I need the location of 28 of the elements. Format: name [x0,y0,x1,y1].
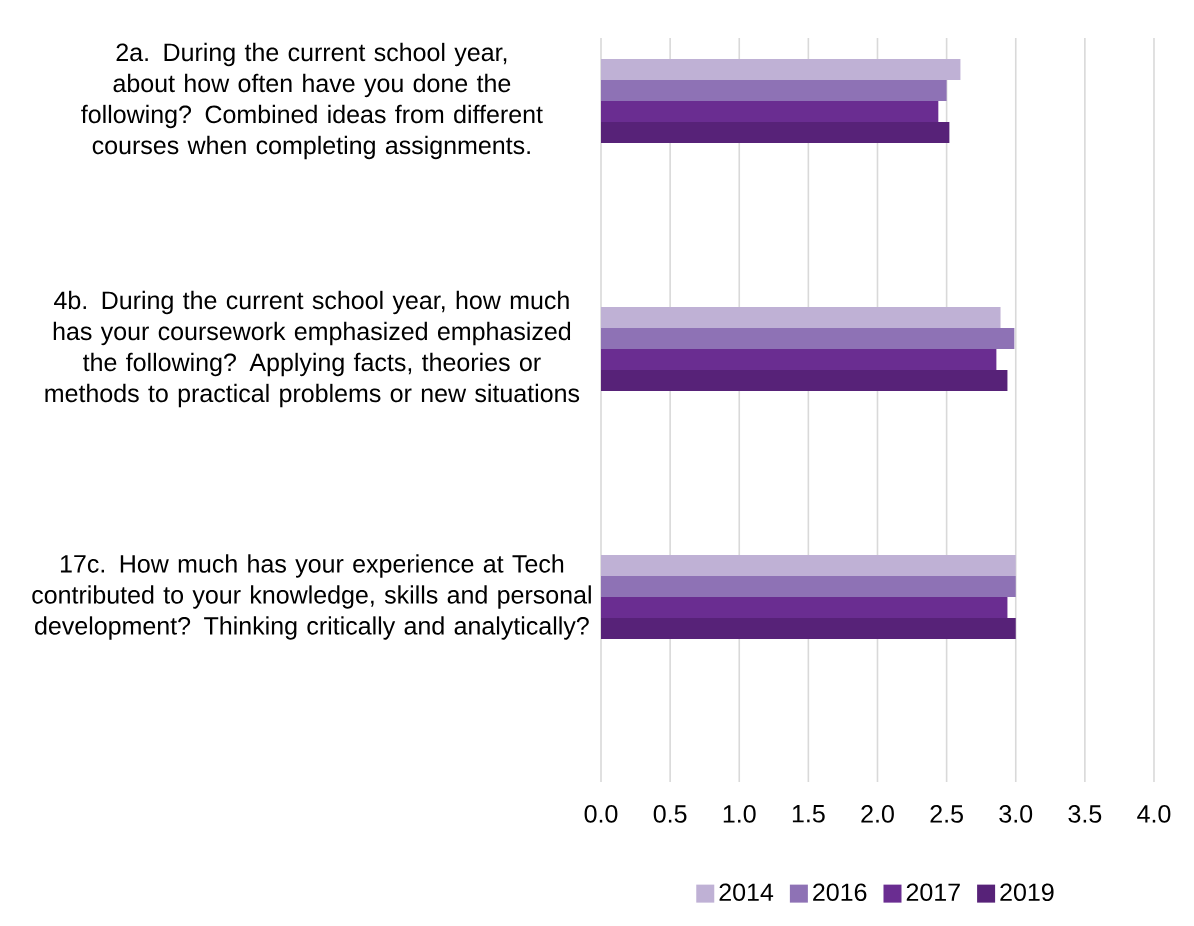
x-tick-label: 2.0 [861,805,894,823]
legend-label: 2014 [719,883,774,902]
bar [601,306,1001,328]
bar [601,327,1015,349]
x-tick-label: 0.0 [584,805,618,823]
bar [601,100,939,122]
bar [601,617,1016,639]
bar [601,348,997,370]
bar [601,121,950,143]
x-tick-label: 3.5 [1068,805,1102,823]
bar [601,58,961,80]
bar [601,596,1008,618]
bar [601,554,1016,576]
bar [601,79,947,101]
bar [601,369,1008,391]
legend-label: 2017 [906,883,960,902]
x-tick-label: 1.5 [792,805,825,823]
legend-label: 2016 [813,883,867,902]
x-tick-label: 3.0 [999,805,1033,823]
y-tick-label: 2a. During the current school year, about how often have you done the following? Combined ideas from different courses when completing assignments. [81,42,543,160]
x-tick-label: 1.0 [723,805,756,823]
x-tick-label: 4.0 [1137,805,1171,823]
legend-label: 2019 [1000,883,1054,902]
x-tick-label: 2.5 [930,805,963,823]
x-tick-label: 0.5 [653,805,687,823]
y-tick-label: 17c. How much has your experience at Tech contributed to your knowledge, skills and personal development? Thinking critically and analytically? [32,554,591,640]
bar [601,575,1016,597]
y-tick-label: 4b. During the current school year, how much has your coursework emphasized emphasized the following? Applying facts, theories or methods to practical problems or new situations [45,290,580,408]
